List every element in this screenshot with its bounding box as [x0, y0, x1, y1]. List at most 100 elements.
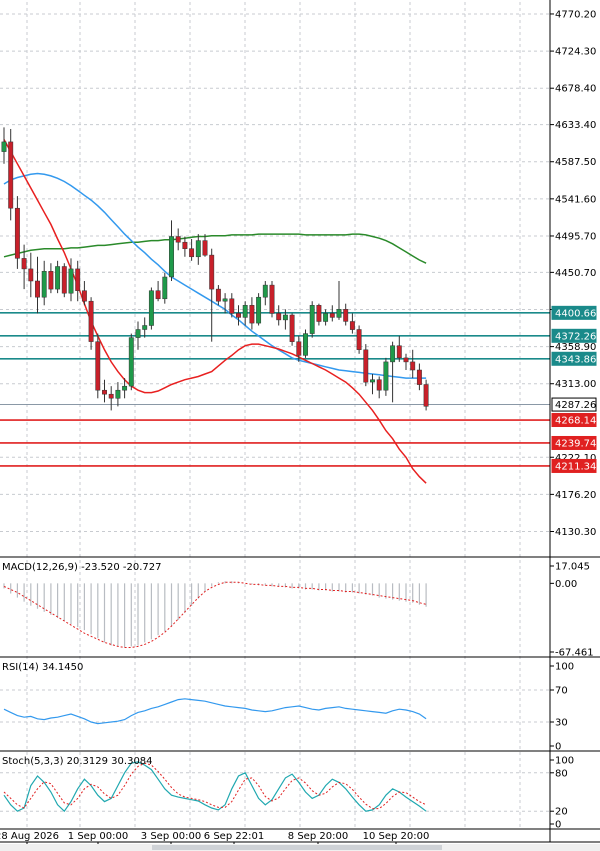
candle-body	[8, 141, 14, 209]
ma-blue-line	[3, 172, 427, 379]
candle-body	[356, 329, 362, 350]
price-panel[interactable]	[0, 127, 550, 484]
level-badge-label: 4239.74	[555, 438, 596, 449]
stoch-tick-label: 80	[555, 768, 568, 779]
level-badge-label: 4372.26	[555, 331, 596, 342]
candle-body	[229, 298, 235, 314]
time-tick-label: 6 Sep 22:01	[204, 831, 264, 842]
candle-body	[349, 321, 355, 330]
candle-body	[182, 241, 188, 249]
candle-body	[195, 240, 201, 258]
candle-body	[423, 384, 429, 407]
price-tick-label: 4541.60	[555, 194, 596, 205]
candle-body	[329, 313, 335, 318]
time-tick-label: 3 Sep 00:00	[141, 831, 201, 842]
candle-body	[303, 333, 308, 356]
candle-body	[396, 345, 402, 359]
candle-body	[323, 313, 329, 322]
candle-body	[128, 337, 134, 387]
macd-signal-line	[3, 581, 427, 648]
rsi-panel[interactable]: RSI(14) 34.1450	[0, 662, 550, 725]
candle-body	[115, 389, 121, 399]
candle-body	[81, 290, 87, 302]
candle-body	[222, 298, 228, 302]
level-badge-label: 4287.26	[555, 400, 596, 411]
candle-body	[390, 345, 396, 363]
candle-body	[142, 325, 148, 330]
level-badge	[551, 328, 597, 343]
stoch-tick-label: 0	[555, 820, 561, 831]
candle-body	[236, 313, 241, 318]
scrollbar-thumb	[152, 845, 442, 850]
price-tick-label: 4770.20	[555, 9, 596, 20]
candle-body	[215, 288, 221, 302]
stoch-d-line	[3, 762, 427, 810]
candle-body	[75, 268, 81, 291]
candle-body	[14, 207, 20, 259]
price-tick-label: 4678.40	[555, 84, 596, 95]
candle-body	[209, 254, 215, 290]
time-tick-label: 28 Aug 2026	[0, 831, 59, 842]
stoch-tick-label: 100	[555, 756, 574, 767]
stoch-label: Stoch(5,3,3) 20.3129 30.3084	[2, 756, 153, 767]
candle-body	[276, 313, 282, 321]
macd-label: MACD(12,26,9) -23.520 -20.727	[2, 562, 162, 573]
candle-body	[363, 349, 369, 383]
rsi-tick-label: 70	[555, 686, 568, 697]
candle-body	[262, 284, 268, 298]
level-badge	[551, 397, 597, 412]
level-badge-label: 4343.86	[555, 354, 596, 365]
level-badge-label: 4268.14	[555, 416, 596, 427]
macd-tick-label: 0.00	[555, 579, 577, 590]
ma-red-line	[3, 139, 427, 484]
candle-body	[309, 305, 315, 334]
stoch-panel[interactable]: Stoch(5,3,3) 20.3129 30.3084	[0, 756, 550, 813]
time-tick-label: 10 Sep 20:00	[363, 831, 430, 842]
price-tick-label: 4130.30	[555, 527, 596, 538]
candle-body	[28, 268, 34, 282]
candle-body	[343, 309, 349, 322]
candle-body	[403, 357, 409, 363]
candle-body	[316, 305, 322, 322]
candle-body	[175, 236, 181, 243]
candle-body	[410, 361, 416, 371]
candle-body	[383, 361, 389, 391]
candle-body	[376, 379, 382, 391]
candle-body	[202, 240, 208, 256]
candle-body	[249, 305, 255, 324]
stoch-k-line	[3, 761, 427, 813]
level-badge	[551, 458, 597, 473]
price-tick-label: 4222.10	[555, 453, 596, 464]
ma-green-line	[3, 233, 427, 264]
price-tick-label: 4313.00	[555, 379, 596, 390]
candle-body	[336, 309, 342, 318]
candle-body	[162, 276, 168, 300]
macd-tick-label: 17.045	[555, 562, 590, 573]
rsi-tick-label: 30	[555, 718, 568, 729]
rsi-tick-label: 100	[555, 662, 574, 673]
level-badge	[551, 413, 597, 428]
price-tick-label: 4450.70	[555, 268, 596, 279]
price-tick-label: 4495.70	[555, 231, 596, 242]
macd-panel[interactable]: MACD(12,26,9) -23.520 -20.727	[2, 562, 427, 648]
candle-body	[88, 300, 94, 342]
rsi-tick-label: 0	[555, 742, 561, 753]
price-tick-label: 4587.50	[555, 157, 596, 168]
price-tick-label: 4633.40	[555, 120, 596, 131]
price-tick-label: 4358.90	[555, 342, 596, 353]
candle-body	[296, 341, 302, 356]
price-tick-label: 4176.20	[555, 490, 596, 501]
rsi-label: RSI(14) 34.1450	[2, 662, 83, 673]
level-badge	[551, 435, 597, 450]
candle-body	[1, 141, 7, 152]
candle-body	[135, 329, 141, 338]
rsi-line	[3, 698, 427, 725]
level-badge-label: 4400.66	[555, 308, 596, 319]
candle-body	[95, 341, 101, 391]
candle-body	[256, 296, 262, 324]
time-tick-label: 1 Sep 00:00	[68, 831, 128, 842]
price-tick-label: 4724.30	[555, 47, 596, 58]
candle-body	[108, 393, 114, 399]
